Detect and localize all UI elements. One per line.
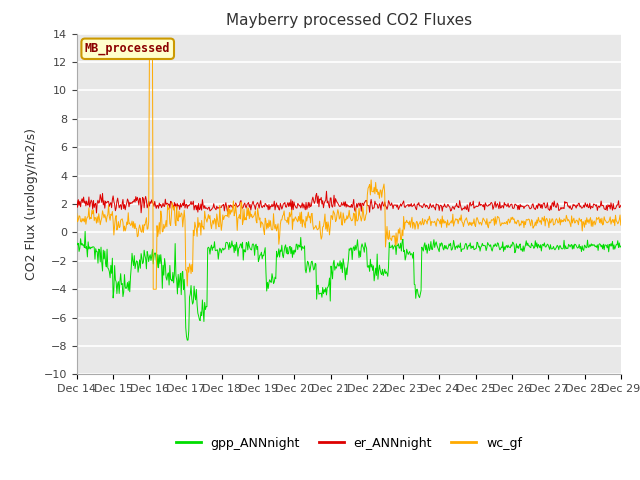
Legend: gpp_ANNnight, er_ANNnight, wc_gf: gpp_ANNnight, er_ANNnight, wc_gf: [171, 432, 527, 455]
Y-axis label: CO2 Flux (urology/m2/s): CO2 Flux (urology/m2/s): [25, 128, 38, 280]
Text: MB_processed: MB_processed: [85, 42, 170, 55]
Title: Mayberry processed CO2 Fluxes: Mayberry processed CO2 Fluxes: [226, 13, 472, 28]
